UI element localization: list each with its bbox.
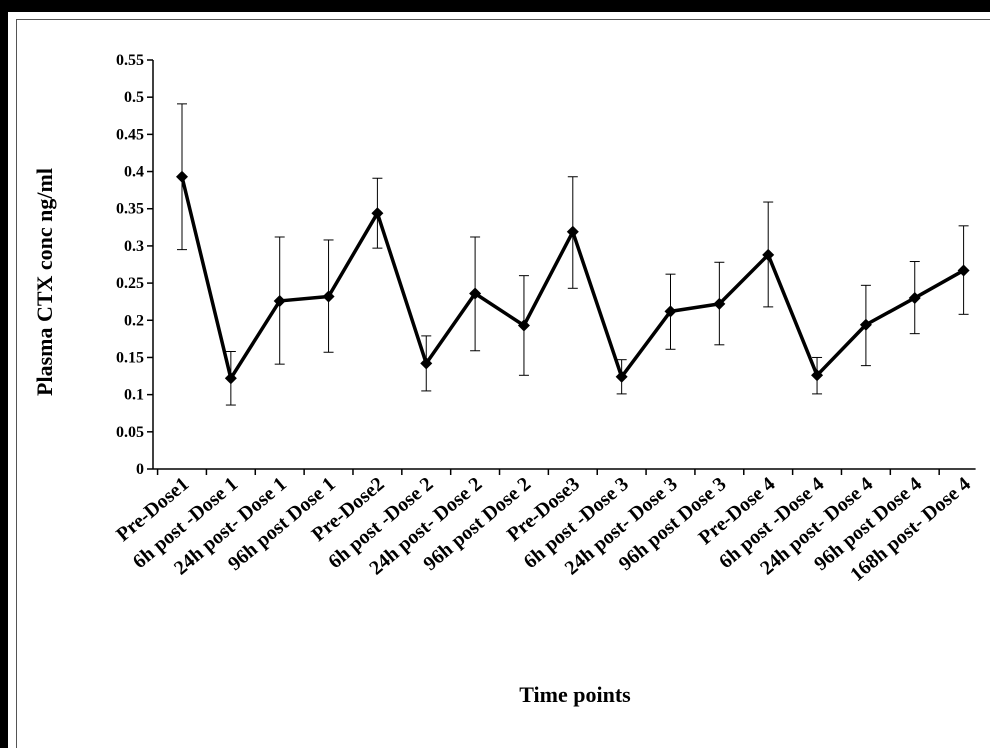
data-point: [664, 305, 677, 318]
y-tick-label: 0.35: [116, 201, 144, 218]
data-point: [566, 225, 579, 238]
y-tick-label: 0.05: [116, 424, 144, 441]
y-tick-label: 0.55: [116, 52, 144, 69]
y-tick-label: 0.3: [124, 238, 144, 255]
data-point: [957, 264, 970, 277]
data-point: [762, 248, 775, 261]
data-markers: [176, 170, 970, 385]
data-point: [517, 319, 530, 332]
data-point: [224, 372, 237, 385]
error-bars: [177, 103, 969, 406]
y-tick-label: 0.15: [116, 349, 144, 366]
data-point: [859, 318, 872, 331]
y-axis: 0 0.05 0.1 0.15 0.2 0.25 0.3 0.35 0.4 0.45 0.5 0.55: [116, 52, 154, 478]
data-point: [176, 170, 188, 183]
data-point: [322, 290, 335, 303]
y-tick-label: 0.25: [116, 275, 144, 292]
y-tick-label: 0.1: [124, 387, 144, 404]
plot-area-border: [16, 19, 990, 748]
y-tick-label: 0.45: [116, 126, 144, 143]
x-axis-title: Time points: [519, 682, 631, 707]
y-tick-label: 0.5: [124, 89, 144, 106]
data-point: [713, 297, 726, 310]
y-axis-title: Plasma CTX conc ng/ml: [32, 168, 57, 396]
data-point: [615, 370, 628, 383]
data-point: [371, 207, 384, 220]
y-tick-label: 0.4: [124, 164, 144, 181]
data-point: [273, 294, 286, 307]
y-tick-label: 0.2: [124, 312, 144, 329]
data-point: [469, 287, 482, 300]
data-point: [908, 291, 921, 304]
data-point: [811, 369, 824, 382]
data-point: [420, 357, 433, 370]
y-tick-label: 0: [136, 461, 144, 478]
